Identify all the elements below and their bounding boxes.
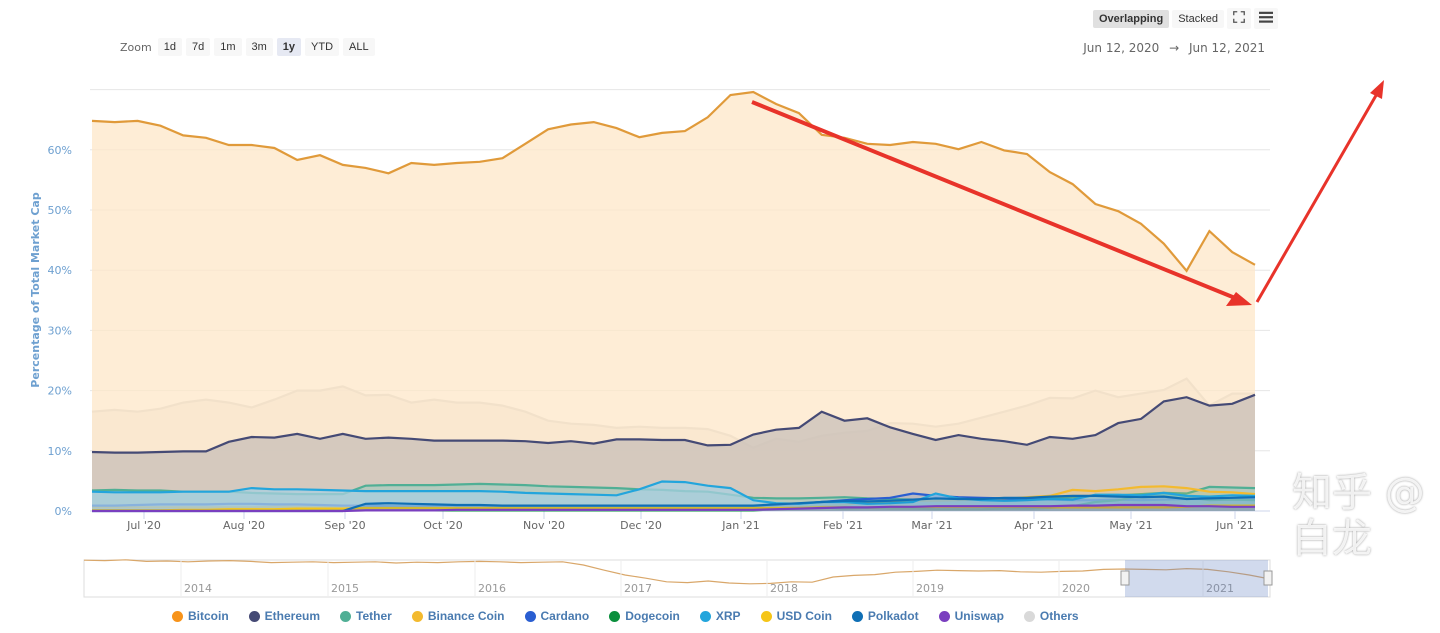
watermark: 知乎 @白龙 <box>1292 470 1425 562</box>
legend-dot-icon <box>524 610 536 622</box>
navigator-tick-label: 2019 <box>916 582 944 595</box>
legend-dot-icon <box>609 610 621 622</box>
legend-label: Uniswap <box>954 609 1004 623</box>
legend-item-bitcoin[interactable]: Bitcoin <box>172 609 229 623</box>
mode-toolbar: Overlapping Stacked <box>1093 8 1278 29</box>
range-arrow: → <box>1169 41 1180 55</box>
legend-item-ethereum[interactable]: Ethereum <box>248 609 321 623</box>
legend-item-polkadot[interactable]: Polkadot <box>851 609 919 623</box>
navigator-tick-label: 2018 <box>770 582 798 595</box>
navigator-tick-label: 2016 <box>478 582 506 595</box>
zoom-button-1y[interactable]: 1y <box>276 38 302 56</box>
navigator-tick-label: 2020 <box>1062 582 1090 595</box>
x-tick-label: Dec '20 <box>620 519 662 532</box>
legend-label: Binance Coin <box>427 609 505 623</box>
navigator-handle[interactable] <box>1120 570 1130 586</box>
legend-label: Polkadot <box>867 609 919 623</box>
zoom-label: Zoom <box>120 40 152 54</box>
legend-label: Ethereum <box>264 609 321 623</box>
fullscreen-icon[interactable] <box>1226 8 1251 29</box>
zoom-button-ytd[interactable]: YTD <box>305 38 340 56</box>
navigator-tick-label: 2017 <box>624 582 652 595</box>
range-from[interactable]: Jun 12, 2020 <box>1083 41 1160 55</box>
zoom-button-7d[interactable]: 7d <box>185 38 211 56</box>
x-tick-label: Oct '20 <box>423 519 463 532</box>
zoom-button-all[interactable]: ALL <box>343 38 375 56</box>
y-tick-label: 30% <box>48 324 72 337</box>
legend-item-uniswap[interactable]: Uniswap <box>938 609 1004 623</box>
x-tick-label: May '21 <box>1109 519 1152 532</box>
legend-label: Cardano <box>540 609 590 623</box>
legend-label: Dogecoin <box>625 609 680 623</box>
legend-dot-icon <box>760 610 772 622</box>
legend-dot-icon <box>938 610 950 622</box>
y-tick-label: 50% <box>48 204 72 217</box>
zoom-button-1d[interactable]: 1d <box>157 38 182 56</box>
legend-dot-icon <box>411 610 423 622</box>
range-to[interactable]: Jun 12, 2021 <box>1188 41 1265 55</box>
legend-dot-icon <box>248 610 260 622</box>
y-tick-label: 40% <box>48 264 72 277</box>
x-tick-label: Jul '20 <box>126 519 161 532</box>
y-tick-label: 0% <box>55 505 72 518</box>
y-tick-label: 20% <box>48 385 72 398</box>
y-tick-label: 60% <box>48 144 72 157</box>
line-ethereum <box>91 393 1256 454</box>
legend-dot-icon <box>699 610 711 622</box>
mode-button-overlapping[interactable]: Overlapping <box>1093 9 1170 28</box>
date-range[interactable]: Jun 12, 2020 → Jun 12, 2021 <box>1083 41 1265 55</box>
legend-item-dogecoin[interactable]: Dogecoin <box>609 609 680 623</box>
legend-label: XRP <box>715 609 741 623</box>
y-tick-label: 10% <box>48 445 72 458</box>
line-xrp <box>91 480 1256 505</box>
line-uniswap <box>92 503 1255 513</box>
legend-item-others[interactable]: Others <box>1023 609 1079 623</box>
zoom-button-3m[interactable]: 3m <box>245 38 273 56</box>
x-tick-label: Sep '20 <box>324 519 365 532</box>
x-tick-label: Aug '20 <box>223 519 265 532</box>
arrowhead-down <box>1226 292 1252 306</box>
legend: Bitcoin Ethereum Tether Binance Coin Cardano… <box>172 609 1079 623</box>
red-arrow-up <box>1255 91 1380 303</box>
legend-dot-icon <box>172 610 183 622</box>
navigator-selection[interactable] <box>1125 560 1268 597</box>
area-ethereum <box>92 394 1255 511</box>
legend-dot-icon <box>340 610 352 622</box>
line-usd-coin <box>92 504 1255 512</box>
arrowhead-up <box>1370 80 1384 99</box>
legend-label: USD Coin <box>776 609 832 623</box>
legend-label: Tether <box>356 609 392 623</box>
hamburger-menu-icon[interactable] <box>1253 8 1278 29</box>
navigator-tick-label: 2014 <box>184 582 212 595</box>
navigator-handle[interactable] <box>1263 570 1273 586</box>
legend-item-binance-coin[interactable]: Binance Coin <box>411 609 505 623</box>
legend-item-usd-coin[interactable]: USD Coin <box>760 609 832 623</box>
y-axis-title: Percentage of Total Market Cap <box>29 192 42 388</box>
x-tick-label: Apr '21 <box>1014 519 1054 532</box>
navigator <box>83 559 1271 598</box>
x-tick-label: Nov '20 <box>523 519 565 532</box>
legend-dot-icon <box>851 610 863 622</box>
navigator-bitcoin-line <box>83 559 1271 585</box>
x-tick-label: Jan '21 <box>721 519 759 532</box>
navigator-tick-label: 2021 <box>1206 582 1234 595</box>
line-bitcoin <box>91 90 1256 273</box>
red-arrow-down <box>751 100 1241 302</box>
legend-item-cardano[interactable]: Cardano <box>524 609 590 623</box>
legend-label: Bitcoin <box>188 609 229 623</box>
legend-label: Others <box>1039 609 1079 623</box>
x-tick-label: Feb '21 <box>823 519 863 532</box>
legend-item-tether[interactable]: Tether <box>340 609 392 623</box>
zoom-button-1m[interactable]: 1m <box>214 38 242 56</box>
zoom-toolbar: Zoom 1d 7d 1m 3m 1y YTD ALL <box>120 38 375 56</box>
area-bitcoin <box>92 92 1255 511</box>
legend-dot-icon <box>1023 610 1035 622</box>
legend-item-xrp[interactable]: XRP <box>699 609 741 623</box>
navigator-tick-label: 2015 <box>331 582 359 595</box>
mode-button-stacked[interactable]: Stacked <box>1172 9 1224 28</box>
x-tick-label: Mar '21 <box>911 519 952 532</box>
x-tick-label: Jun '21 <box>1215 519 1254 532</box>
